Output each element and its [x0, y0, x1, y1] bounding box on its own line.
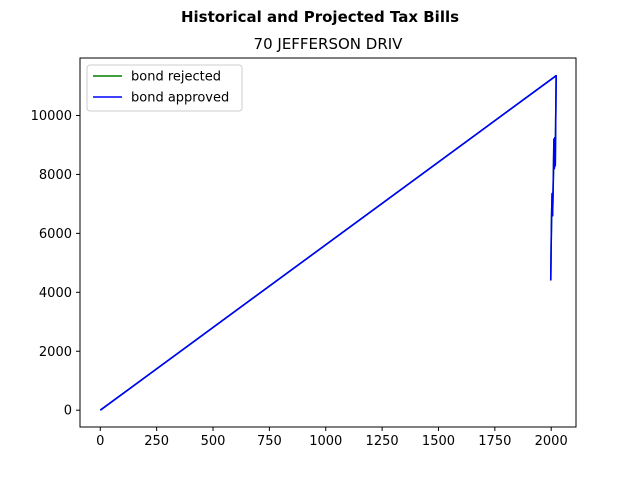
legend-label-1: bond approved — [131, 91, 229, 106]
y-tick-label: 0 — [64, 404, 72, 419]
x-tick-label: 2000 — [535, 434, 568, 449]
y-tick-label: 2000 — [39, 345, 72, 360]
x-tick-label: 1500 — [422, 434, 455, 449]
x-tick-label: 500 — [201, 434, 226, 449]
chart-subtitle: 70 JEFFERSON DRIV — [254, 35, 404, 53]
chart-title: Historical and Projected Tax Bills — [181, 8, 459, 26]
x-tick-label: 750 — [257, 434, 282, 449]
x-tick-label: 1750 — [478, 434, 511, 449]
y-tick-label: 10000 — [31, 109, 72, 124]
y-tick-label: 4000 — [39, 286, 72, 301]
y-tick-label: 6000 — [39, 227, 72, 242]
legend-label-0: bond rejected — [131, 70, 221, 85]
y-tick-label: 8000 — [39, 168, 72, 183]
plot-area-frame — [79, 57, 577, 428]
x-tick-label: 1000 — [309, 434, 342, 449]
x-tick-label: 1250 — [366, 434, 399, 449]
legend-box — [86, 64, 243, 112]
x-tick-label: 0 — [96, 434, 104, 449]
x-tick-label: 250 — [144, 434, 169, 449]
series-line-1 — [99, 74, 557, 411]
